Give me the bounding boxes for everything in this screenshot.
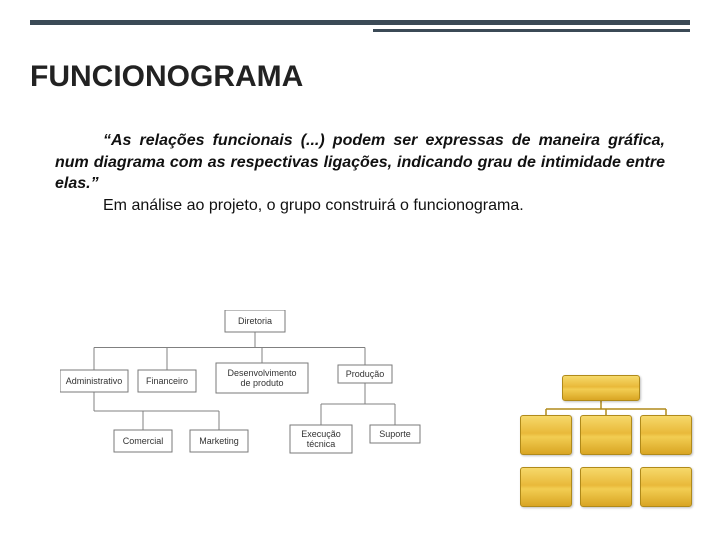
org-node-label: Suporte [379, 429, 411, 439]
org-node-label: Diretoria [238, 316, 272, 326]
org-chart-svg: Diretoria Administrativo Financeiro Desenvo… [60, 310, 480, 490]
org-node-label: Produção [346, 369, 385, 379]
header-accent-short [373, 29, 690, 32]
org-node-label: técnica [307, 439, 336, 449]
header-accent-bottom-row [30, 29, 690, 32]
decor-gold-box-4 [520, 467, 572, 507]
decor-gold-box-5 [580, 467, 632, 507]
org-node-label: de produto [240, 378, 283, 388]
decor-gold-box-2 [580, 415, 632, 455]
decor-gold-box-6 [640, 467, 692, 507]
slide-title: FUNCIONOGRAMA [30, 60, 303, 94]
org-node-label: Administrativo [66, 376, 123, 386]
quote-text: “As relações funcionais (...) podem ser … [55, 132, 665, 192]
org-node-label: Marketing [199, 436, 239, 446]
org-chart: Diretoria Administrativo Financeiro Desenvo… [60, 310, 480, 510]
paragraph-text: Em análise ao projeto, o grupo construir… [103, 197, 524, 214]
decor-gold-box-1 [520, 415, 572, 455]
decor-gold-box-3 [640, 415, 692, 455]
header-accent-top [30, 20, 690, 25]
header-accent-gap [30, 29, 373, 32]
decor-org-boxes [520, 375, 690, 515]
decor-gold-box-0 [562, 375, 640, 401]
org-node-label: Desenvolvimento [227, 368, 296, 378]
slide-body: “As relações funcionais (...) podem ser … [55, 130, 665, 216]
org-node-label: Financeiro [146, 376, 188, 386]
org-node-label: Comercial [123, 436, 164, 446]
org-node-label: Execução [301, 429, 341, 439]
header-accent [30, 20, 690, 42]
